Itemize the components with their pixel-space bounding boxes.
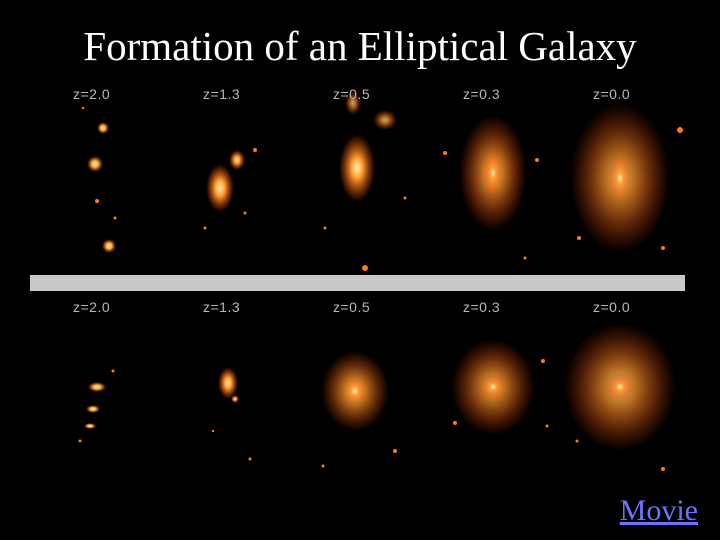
redshift-label: z=1.3 xyxy=(203,86,241,102)
redshift-label: z=1.3 xyxy=(203,299,241,315)
panel-bottom-3: z=0.5 xyxy=(295,291,425,490)
galaxy-image-bottom-1 xyxy=(78,369,115,443)
divider-bar xyxy=(30,275,685,291)
galaxy-image-bottom-4 xyxy=(451,339,549,435)
redshift-label: z=2.0 xyxy=(73,86,111,102)
panel-bottom-5: z=0.0 xyxy=(555,291,685,490)
panel-bottom-2: z=1.3 xyxy=(165,291,295,490)
redshift-label: z=0.0 xyxy=(593,299,631,315)
galaxy-image-top-2 xyxy=(203,148,257,230)
redshift-label: z=2.0 xyxy=(73,299,111,315)
simulation-strip-top: z=2.0 z=1.3 xyxy=(35,78,685,275)
redshift-label: z=0.5 xyxy=(333,299,371,315)
slide-title: Formation of an Elliptical Galaxy xyxy=(83,23,637,69)
simulation-strip-bottom: z=2.0 z=1.3 xyxy=(35,291,685,490)
panel-bottom-1: z=2.0 xyxy=(35,291,165,490)
galaxy-image-top-1 xyxy=(81,106,117,253)
panel-top-2: z=1.3 xyxy=(165,78,295,275)
galaxy-image-top-3 xyxy=(323,91,407,271)
redshift-label: z=0.3 xyxy=(463,299,501,315)
movie-link[interactable]: Movie xyxy=(619,494,698,527)
galaxy-image-bottom-3 xyxy=(321,351,397,468)
redshift-label: z=0.5 xyxy=(333,86,371,102)
galaxy-image-top-4 xyxy=(443,115,539,260)
panel-top-1: z=2.0 xyxy=(35,78,165,275)
panel-top-3: z=0.5 xyxy=(295,78,425,275)
galaxy-image-bottom-2 xyxy=(211,367,252,461)
galaxy-image-bottom-5 xyxy=(564,323,676,471)
panel-top-5: z=0.0 xyxy=(555,78,685,275)
redshift-label: z=0.0 xyxy=(593,86,631,102)
panel-bottom-4: z=0.3 xyxy=(425,291,555,490)
panel-top-4: z=0.3 xyxy=(425,78,555,275)
galaxy-image-top-5 xyxy=(570,103,683,253)
redshift-label: z=0.3 xyxy=(463,86,501,102)
